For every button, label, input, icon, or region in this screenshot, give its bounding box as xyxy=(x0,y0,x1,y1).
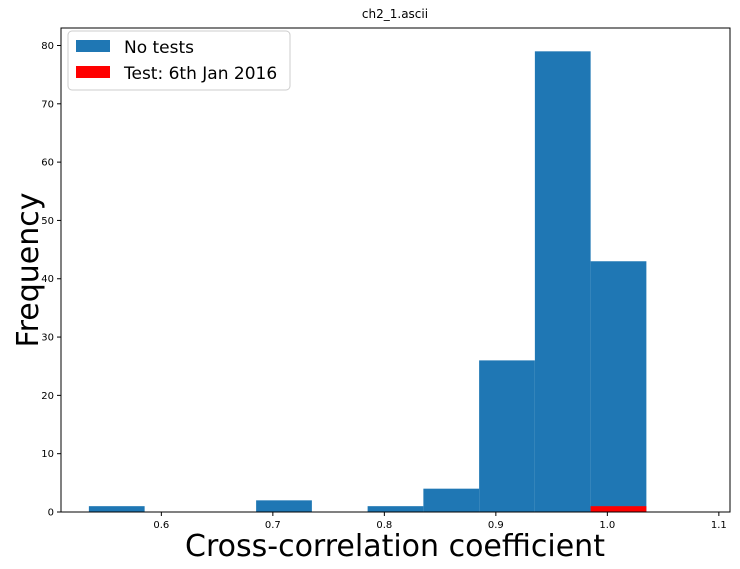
legend-swatch-test xyxy=(76,66,110,78)
y-tick-label: 60 xyxy=(41,158,54,169)
bar-series-0-bin-5 xyxy=(367,506,424,512)
x-axis-label: Cross-correlation coefficient xyxy=(185,529,605,564)
bar-series-0-bin-0 xyxy=(88,506,145,512)
x-tick-label: 0.7 xyxy=(265,520,281,531)
bars-group xyxy=(88,51,647,512)
legend-label-test: Test: 6th Jan 2016 xyxy=(123,64,277,84)
legend-label-no-tests: No tests xyxy=(124,38,194,58)
y-tick-label: 70 xyxy=(41,99,54,110)
y-tick-label: 40 xyxy=(41,274,54,285)
bar-series-0-bin-6 xyxy=(423,488,480,512)
y-tick-label: 50 xyxy=(41,216,54,227)
y-tick-label: 0 xyxy=(48,508,54,519)
x-axis: 0.6 0.7 0.8 0.9 1.0 1.1 xyxy=(153,512,727,531)
bar-series-0-bin-9 xyxy=(590,261,647,512)
plot-frame xyxy=(60,27,731,513)
y-axis-label: Frequency xyxy=(11,193,46,348)
bar-series-0-bin-8 xyxy=(534,51,591,512)
x-tick-label: 1.1 xyxy=(711,520,727,531)
y-axis: 0 10 20 30 40 50 60 70 80 xyxy=(41,41,61,519)
bar-series-0-bin-3 xyxy=(256,500,312,512)
legend-swatch-no-tests xyxy=(76,40,110,52)
legend: No tests Test: 6th Jan 2016 xyxy=(67,30,291,91)
x-tick-label: 0.6 xyxy=(153,520,169,531)
legend-box xyxy=(67,30,291,91)
y-tick-label: 80 xyxy=(41,41,54,52)
bar-series-0-bin-7 xyxy=(479,360,535,512)
chart-title: ch2_1.ascii xyxy=(362,7,428,21)
y-tick-label: 30 xyxy=(41,333,54,344)
x-tick-label: 0.8 xyxy=(376,520,392,531)
x-tick-label: 0.9 xyxy=(488,520,504,531)
x-tick-label: 1.0 xyxy=(599,520,615,531)
bar-series-1-bin-0 xyxy=(590,506,647,512)
y-tick-label: 20 xyxy=(41,391,54,402)
y-tick-label: 10 xyxy=(41,449,54,460)
